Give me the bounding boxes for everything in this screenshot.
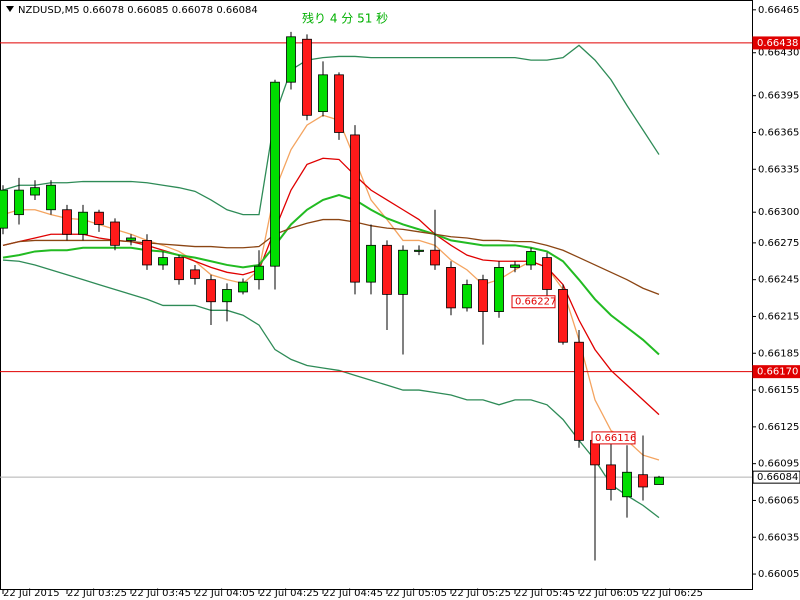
candle-body (94, 211, 104, 225)
candle-body (462, 284, 472, 309)
indicator-line (2, 44, 660, 216)
x-tick-label: 22 Jul 06:05 (579, 588, 639, 599)
x-tick-label: 22 Jul 05:05 (387, 588, 447, 599)
candle-body (238, 281, 248, 293)
candle-body (638, 474, 648, 488)
candle-body (46, 184, 56, 211)
y-tick-label: 0.66365 (758, 127, 799, 138)
price-tag-label: 0.66084 (757, 472, 798, 483)
y-tick-label: 0.66300 (758, 207, 799, 218)
candle-body (654, 476, 664, 485)
candle-body (126, 237, 136, 241)
x-tick-label: 22 Jul 04:45 (323, 588, 383, 599)
x-tick-label: 22 Jul 04:25 (259, 588, 319, 599)
y-tick-label: 0.66185 (758, 348, 799, 359)
candle-body (174, 257, 184, 281)
candle-body (0, 189, 8, 229)
x-tick-label: 22 Jul 03:45 (131, 588, 191, 599)
y-tick-label: 0.66125 (758, 422, 799, 433)
y-tick-label: 0.66275 (758, 238, 799, 249)
price-tag (752, 36, 800, 50)
price-tag-label: 0.66170 (757, 367, 798, 378)
indicator-line (2, 259, 660, 519)
y-tick-label: 0.66035 (758, 532, 799, 543)
y-tick-label: 0.66430 (758, 48, 799, 59)
candle-body (606, 464, 616, 490)
plot-frame (0, 0, 753, 590)
candle-body (350, 134, 360, 283)
candle-body (414, 249, 424, 252)
y-tick-label: 0.66155 (758, 385, 799, 396)
x-tick-label: 22 Jul 06:25 (643, 588, 703, 599)
price-box (591, 431, 636, 445)
x-tick-label: 22 Jul 2015 (3, 588, 60, 599)
y-tick-label: 0.66215 (758, 311, 799, 322)
x-tick-label: 22 Jul 03:25 (67, 588, 127, 599)
candle-body (334, 74, 344, 133)
price-box-label: 0.66227 (515, 297, 556, 308)
y-tick-label: 0.66245 (758, 275, 799, 286)
candle-body (558, 289, 568, 343)
candle-body (494, 267, 504, 312)
candle-body (382, 244, 392, 295)
y-tick-label: 0.66465 (758, 5, 799, 16)
x-tick-label: 22 Jul 05:25 (451, 588, 511, 599)
candle-body (62, 209, 72, 235)
candle-body (398, 249, 408, 295)
price-box (511, 295, 556, 309)
candle-body (110, 221, 120, 246)
price-box-label: 0.66116 (595, 433, 636, 444)
candle-body (478, 279, 488, 312)
y-tick-label: 0.66065 (758, 495, 799, 506)
candle-body (510, 264, 520, 268)
candle-body (318, 74, 328, 113)
candle-body (574, 341, 584, 441)
x-tick-label: 22 Jul 05:45 (515, 588, 575, 599)
candle-body (446, 267, 456, 309)
candle-body (286, 36, 296, 83)
price-tag (752, 365, 800, 379)
candle-body (206, 279, 216, 303)
candle-body (78, 211, 88, 235)
price-tag (752, 470, 800, 484)
y-tick-label: 0.66335 (758, 164, 799, 175)
candle-body (270, 81, 280, 267)
candle-layer (0, 31, 664, 561)
x-tick-label: 22 Jul 04:05 (195, 588, 255, 599)
y-tick-label: 0.66005 (758, 569, 799, 580)
candle-body (190, 269, 200, 279)
candle-body (366, 244, 376, 283)
candle-body (622, 471, 632, 498)
candle-body (526, 251, 536, 266)
price-tag-label: 0.66438 (757, 38, 798, 49)
y-tick-label: 0.66395 (758, 91, 799, 102)
candle-body (222, 289, 232, 303)
candle-body (158, 257, 168, 266)
candle-body (542, 257, 552, 290)
candle-body (430, 249, 440, 266)
candle-body (142, 240, 152, 266)
candle-body (30, 187, 40, 196)
countdown: 残り 4 分 51 秒 (302, 12, 388, 26)
y-tick-label: 0.66095 (758, 459, 799, 470)
candle-body (14, 189, 24, 216)
indicator-line (2, 193, 660, 356)
symbol-icon (6, 6, 14, 12)
chart-title: NZDUSD,M5 0.66078 0.66085 0.66078 0.6608… (18, 5, 258, 16)
candle-body (254, 265, 264, 281)
candle-body (302, 38, 312, 116)
